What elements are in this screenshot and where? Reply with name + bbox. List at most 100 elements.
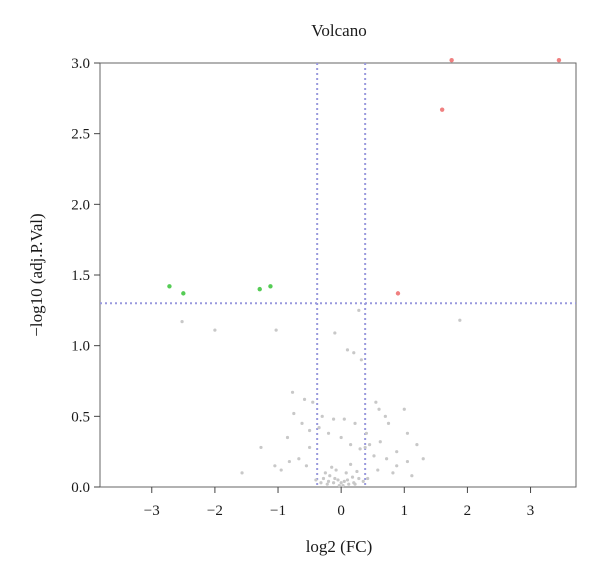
point-ns <box>273 464 277 468</box>
point-ns <box>300 421 304 425</box>
threshold-lines <box>100 63 576 487</box>
point-ns <box>345 478 350 482</box>
point-ns <box>302 397 307 401</box>
point-ns <box>357 476 361 481</box>
point-ns <box>374 400 378 404</box>
point-ns <box>317 426 321 430</box>
point-ns <box>342 417 346 421</box>
point-ns <box>297 457 301 461</box>
point-up <box>395 291 401 296</box>
point-ns <box>347 482 351 486</box>
point-ns <box>339 481 343 485</box>
point-ns <box>391 471 395 475</box>
point-ns <box>213 328 217 332</box>
point-ns <box>345 348 350 352</box>
point-ns <box>377 407 381 411</box>
point-ns <box>405 431 410 435</box>
point-ns <box>342 479 346 483</box>
y-tick-label: 0.0 <box>71 480 90 496</box>
point-ns <box>352 351 356 355</box>
point-ns <box>320 414 324 418</box>
point-ns <box>333 331 337 335</box>
point-ns <box>364 431 369 435</box>
point-ns <box>311 400 315 404</box>
point-ns <box>341 483 345 488</box>
point-ns <box>240 471 244 475</box>
point-ns <box>337 483 341 488</box>
point-up <box>439 107 445 112</box>
x-axis-label: log2 (FC) <box>306 537 373 556</box>
point-ns <box>383 414 387 418</box>
point-ns <box>328 474 332 478</box>
point-ns <box>279 468 283 472</box>
point-ns <box>180 320 184 324</box>
point-up <box>449 57 454 63</box>
y-axis-ticks: 0.0 0.5 1.0 1.5 2.0 2.5 3.0 <box>71 56 100 496</box>
point-ns <box>336 478 340 482</box>
point-ns <box>331 417 336 421</box>
point-ns <box>395 464 399 468</box>
x-tick-label: −2 <box>207 503 223 519</box>
point-ns <box>353 421 357 425</box>
point-ns <box>323 471 327 475</box>
y-tick-label: 0.5 <box>71 409 90 425</box>
point-down <box>257 286 262 292</box>
point-ns <box>366 476 370 481</box>
point-ns <box>350 475 355 479</box>
point-down <box>268 284 273 289</box>
y-tick-label: 3.0 <box>71 56 90 72</box>
data-points <box>167 57 562 488</box>
x-tick-label: −3 <box>144 503 160 519</box>
point-ns <box>378 440 382 444</box>
point-ns <box>304 464 309 468</box>
point-ns <box>349 443 353 447</box>
point-ns <box>307 445 312 450</box>
x-axis-ticks: −3 −2 −1 0 1 2 3 <box>144 487 535 519</box>
point-ns <box>339 435 343 440</box>
x-tick-label: 3 <box>527 503 535 519</box>
point-ns <box>349 462 353 466</box>
point-ns <box>333 476 337 481</box>
point-ns <box>415 443 419 447</box>
point-ns <box>372 454 376 458</box>
point-ns <box>367 443 372 447</box>
point-ns <box>357 308 361 312</box>
point-up <box>556 57 562 63</box>
point-ns <box>358 447 362 451</box>
plot-frame <box>99 62 577 488</box>
x-tick-label: −1 <box>270 503 286 519</box>
x-tick-label: 2 <box>464 503 472 519</box>
point-ns <box>385 457 389 461</box>
point-ns <box>355 469 359 474</box>
point-ns <box>361 479 365 483</box>
y-tick-label: 2.0 <box>71 197 90 213</box>
point-ns <box>274 328 278 332</box>
point-ns <box>395 450 399 454</box>
y-tick-label: 2.5 <box>71 127 90 143</box>
point-ns <box>359 358 363 362</box>
point-ns <box>334 468 338 472</box>
point-ns <box>307 428 312 433</box>
point-down <box>181 291 186 296</box>
point-ns <box>344 471 348 475</box>
point-ns <box>402 407 406 411</box>
point-ns <box>326 479 331 483</box>
point-ns <box>376 468 380 472</box>
point-ns <box>386 421 391 425</box>
point-ns <box>421 457 425 461</box>
point-ns <box>330 465 334 469</box>
point-ns <box>314 478 318 482</box>
point-ns <box>325 482 329 486</box>
x-tick-label: 1 <box>401 503 409 519</box>
point-ns <box>292 411 296 416</box>
point-ns <box>352 481 356 485</box>
point-ns <box>458 318 462 322</box>
point-ns <box>410 474 414 478</box>
point-ns <box>259 445 263 450</box>
chart-title: Volcano <box>311 21 366 40</box>
point-ns <box>285 435 290 440</box>
point-ns <box>319 481 323 485</box>
y-tick-label: 1.5 <box>71 268 90 284</box>
y-axis-label: −log10 (adj.P.Val) <box>27 213 46 336</box>
